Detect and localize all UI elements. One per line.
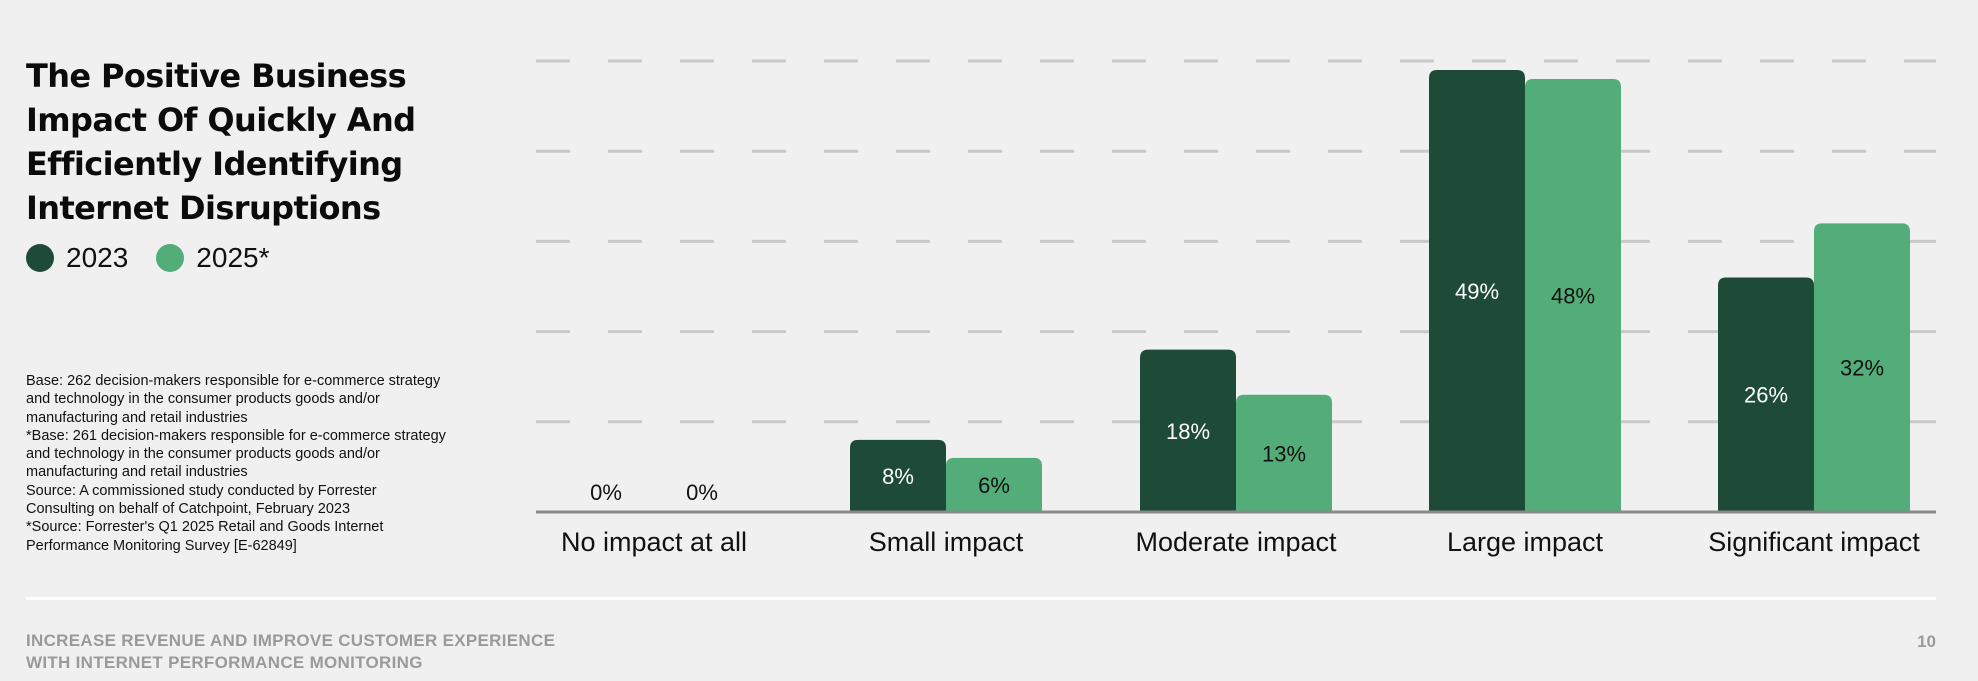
x-tick-label: No impact at all <box>561 527 747 557</box>
x-tick-label: Significant impact <box>1708 527 1920 557</box>
x-tick-label: Large impact <box>1447 527 1604 557</box>
legend-label: 2025* <box>196 242 270 273</box>
data-label: 6% <box>978 473 1010 498</box>
x-tick-label: Small impact <box>869 527 1024 557</box>
data-label: 26% <box>1744 383 1788 408</box>
note-base-2023: Base: 262 decision-makers responsible fo… <box>26 373 441 426</box>
legend-swatch-2025 <box>156 244 185 272</box>
title-line: Internet Disruptions <box>26 189 381 227</box>
chart-legend: 2023 2025* <box>26 242 446 274</box>
data-label: 13% <box>1262 441 1306 466</box>
legend-label: 2023 <box>66 242 129 273</box>
bar-2025-1 <box>946 457 1042 512</box>
bar-2025-2 <box>1236 394 1332 512</box>
page-number: 10 <box>1917 632 1936 651</box>
data-label: 0% <box>686 480 718 505</box>
note-source-2023: Source: A commissioned study conducted b… <box>26 482 377 518</box>
data-label: 49% <box>1455 279 1499 304</box>
footer-line: WITH INTERNET PERFORMANCE MONITORING <box>26 653 423 672</box>
bar-2023-1 <box>850 439 946 512</box>
title-line: Impact Of Quickly And <box>26 101 416 139</box>
title-line: Efficiently Identifying <box>26 145 403 183</box>
data-label: 8% <box>882 464 914 489</box>
data-label: 32% <box>1840 356 1884 381</box>
note-source-2025: *Source: Forrester's Q1 2025 Retail and … <box>26 519 384 554</box>
legend-item-2025: 2025* <box>156 242 269 274</box>
x-tick-label: Moderate impact <box>1135 527 1337 557</box>
source-notes: Base: 262 decision-makers responsible fo… <box>26 372 446 555</box>
bar-2025-4 <box>1814 223 1910 513</box>
title-line: The Positive Business <box>26 57 407 95</box>
footer-text: INCREASE REVENUE AND IMPROVE CUSTOMER EX… <box>26 630 555 674</box>
page-title: The Positive Business Impact Of Quickly … <box>26 54 446 230</box>
bar-2023-4 <box>1718 277 1814 512</box>
bar-chart: 0% 0% No impact at all 8% 6% Small impact 18% 1… <box>536 59 1936 557</box>
footer-divider <box>26 597 1936 600</box>
legend-item-2023: 2023 <box>26 242 128 274</box>
data-label: 18% <box>1166 419 1210 444</box>
note-base-2025: *Base: 261 decision-makers responsible f… <box>26 427 446 481</box>
data-label: 48% <box>1551 284 1595 309</box>
footer-line: INCREASE REVENUE AND IMPROVE CUSTOMER EX… <box>26 631 556 650</box>
bar-2025-3 <box>1525 79 1621 512</box>
title-block: The Positive Business Impact Of Quickly … <box>26 54 446 274</box>
data-label: 0% <box>590 480 622 505</box>
bar-2023-3 <box>1429 70 1525 513</box>
bar-2023-2 <box>1140 349 1236 512</box>
legend-swatch-2023 <box>26 244 54 272</box>
